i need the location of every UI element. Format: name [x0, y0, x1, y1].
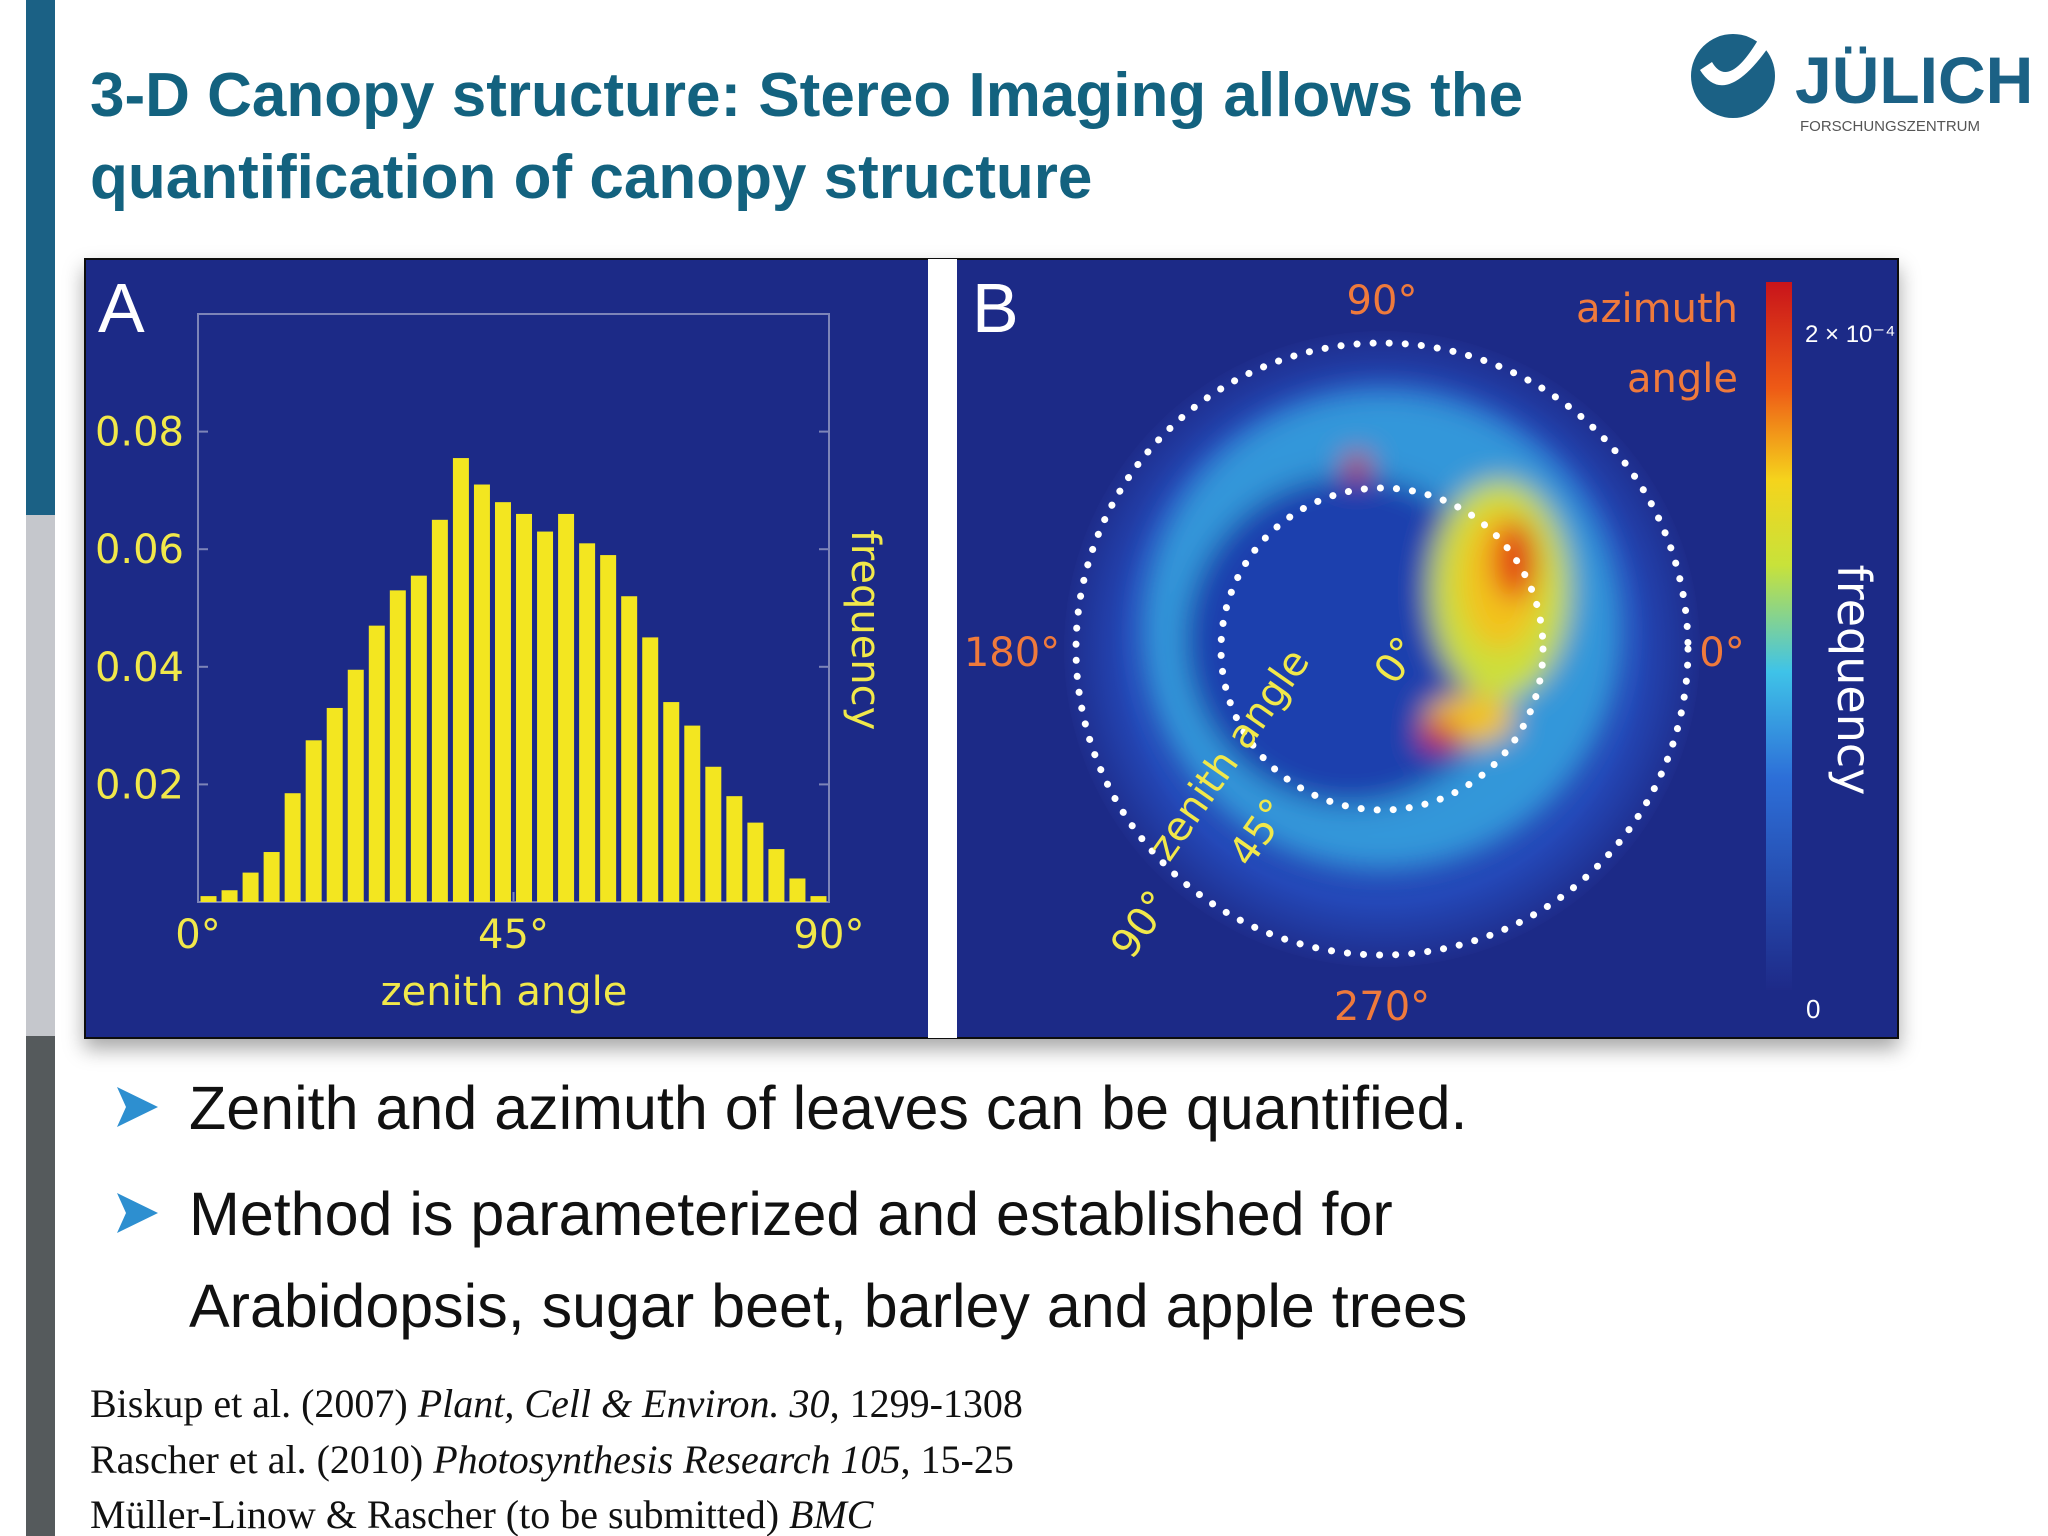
- y-tick-label: 0.02: [95, 762, 184, 808]
- ref-authors: Biskup et al. (2007): [90, 1381, 408, 1426]
- bar: [368, 625, 385, 902]
- bar: [579, 543, 596, 902]
- bar: [452, 458, 469, 902]
- x-tick-label: 0°: [175, 912, 220, 958]
- bar: [200, 896, 217, 902]
- logo-subtitle: FORSCHUNGSZENTRUM: [1800, 118, 1980, 135]
- panel-a: A zenith angle frequency 0.02 0.04 0.06 0.0…: [95, 269, 888, 1015]
- bar: [621, 596, 638, 902]
- bar: [242, 872, 259, 902]
- bullet-text: Zenith and azimuth of leaves can be quan…: [189, 1074, 1467, 1142]
- colorbar-min: 0: [1806, 994, 1820, 1024]
- bar: [431, 519, 448, 902]
- x-tick-label: 90°: [794, 912, 865, 958]
- side-stripe: [26, 515, 55, 1036]
- x-tick-label: 45°: [478, 912, 549, 958]
- bar: [537, 531, 554, 902]
- title-line: quantification of canopy structure: [90, 143, 1092, 212]
- azimuth-tick: 180°: [964, 630, 1060, 676]
- ref-journal: Plant, Cell & Environ. 30: [417, 1381, 830, 1426]
- bar: [705, 766, 722, 902]
- reference: Biskup et al. (2007) Plant, Cell & Enviro…: [90, 1381, 1023, 1426]
- bullet-arrow: [117, 1087, 158, 1127]
- bar: [326, 707, 343, 902]
- x-axis-label: zenith angle: [381, 969, 628, 1015]
- bar: [726, 796, 743, 902]
- reference: Müller-Linow & Rascher (to be submitted)…: [90, 1492, 875, 1536]
- bar: [768, 849, 785, 902]
- bar: [473, 484, 490, 902]
- logo-swoosh: [1700, 40, 1770, 86]
- bar: [347, 669, 364, 902]
- panel-label: B: [972, 269, 1019, 347]
- bar: [410, 575, 427, 902]
- azimuth-tick: 270°: [1334, 984, 1430, 1030]
- bar: [263, 852, 280, 902]
- bar: [305, 740, 322, 902]
- colorbar-max: 2 × 10⁻⁴: [1805, 321, 1895, 348]
- colorbar: [1766, 282, 1792, 990]
- bar: [516, 513, 533, 902]
- bar: [663, 702, 680, 902]
- y-axis-label: frequency: [842, 530, 888, 731]
- bar: [221, 890, 238, 902]
- ref-pages: , 15-25: [901, 1437, 1014, 1482]
- bar: [747, 822, 764, 902]
- colorbar-title: frequency: [1827, 565, 1881, 796]
- bar: [789, 878, 806, 902]
- bar: [389, 590, 406, 902]
- panel-separator: [928, 259, 957, 1038]
- heatmap: [1142, 390, 1622, 870]
- azimuth-title: azimuth: [1576, 286, 1738, 332]
- bar: [494, 502, 511, 902]
- bar: [810, 896, 827, 902]
- bar: [600, 555, 617, 902]
- bullet-text: Method is parameterized and established …: [189, 1180, 1393, 1248]
- y-tick-label: 0.06: [95, 527, 184, 573]
- panel-b: B 90° 180° 0° 270° azimuth angle zenith …: [964, 269, 1896, 1030]
- ref-authors: Rascher et al. (2010): [90, 1437, 423, 1482]
- azimuth-tick: 90°: [1347, 278, 1418, 324]
- panel-label: A: [98, 269, 145, 347]
- reference: Rascher et al. (2010) Photosynthesis Rese…: [90, 1437, 1014, 1482]
- bar: [284, 793, 301, 902]
- logo: JÜLICH FORSCHUNGSZENTRUM: [1691, 34, 2033, 135]
- outer-ring: [1072, 339, 1692, 959]
- y-tick-label: 0.08: [95, 410, 184, 456]
- side-stripe: [26, 0, 55, 515]
- title-line: 3-D Canopy structure: Stereo Imaging all…: [90, 61, 1523, 130]
- bar: [684, 725, 701, 902]
- azimuth-title: angle: [1627, 356, 1738, 402]
- bar: [642, 637, 659, 902]
- ref-authors: Müller-Linow & Rascher (to be submitted): [90, 1492, 779, 1536]
- azimuth-tick: 0°: [1699, 630, 1744, 676]
- ref-journal: BMC: [789, 1492, 875, 1536]
- bullet-arrow: [117, 1193, 158, 1233]
- ref-pages: , 1299-1308: [830, 1381, 1023, 1426]
- logo-name: JÜLICH: [1795, 43, 2033, 117]
- y-tick-label: 0.04: [95, 645, 184, 691]
- ref-journal: Photosynthesis Research 105: [432, 1437, 900, 1482]
- side-stripe: [26, 1036, 55, 1536]
- bullet-text: Arabidopsis, sugar beet, barley and appl…: [189, 1272, 1467, 1340]
- inner-ring: [1217, 484, 1547, 814]
- bar: [558, 513, 575, 902]
